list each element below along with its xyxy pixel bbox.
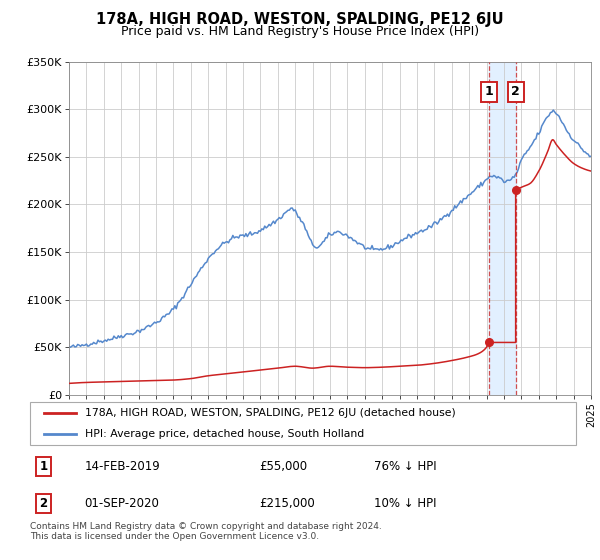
- Text: 1: 1: [40, 460, 48, 473]
- FancyBboxPatch shape: [30, 402, 576, 445]
- Text: 2: 2: [40, 497, 48, 510]
- Text: 1: 1: [484, 85, 493, 98]
- Bar: [488, 62, 515, 395]
- Text: 14-FEB-2019: 14-FEB-2019: [85, 460, 160, 473]
- Text: This data is licensed under the Open Government Licence v3.0.: This data is licensed under the Open Gov…: [30, 532, 319, 541]
- Text: HPI: Average price, detached house, South Holland: HPI: Average price, detached house, Sout…: [85, 429, 364, 439]
- Text: 76% ↓ HPI: 76% ↓ HPI: [374, 460, 437, 473]
- Text: 2: 2: [511, 85, 520, 98]
- Text: Contains HM Land Registry data © Crown copyright and database right 2024.: Contains HM Land Registry data © Crown c…: [30, 522, 382, 531]
- Text: 178A, HIGH ROAD, WESTON, SPALDING, PE12 6JU: 178A, HIGH ROAD, WESTON, SPALDING, PE12 …: [96, 12, 504, 27]
- Text: £55,000: £55,000: [259, 460, 307, 473]
- Text: 178A, HIGH ROAD, WESTON, SPALDING, PE12 6JU (detached house): 178A, HIGH ROAD, WESTON, SPALDING, PE12 …: [85, 408, 455, 418]
- Text: Price paid vs. HM Land Registry's House Price Index (HPI): Price paid vs. HM Land Registry's House …: [121, 25, 479, 38]
- Text: 10% ↓ HPI: 10% ↓ HPI: [374, 497, 436, 510]
- Text: 01-SEP-2020: 01-SEP-2020: [85, 497, 160, 510]
- Text: £215,000: £215,000: [259, 497, 315, 510]
